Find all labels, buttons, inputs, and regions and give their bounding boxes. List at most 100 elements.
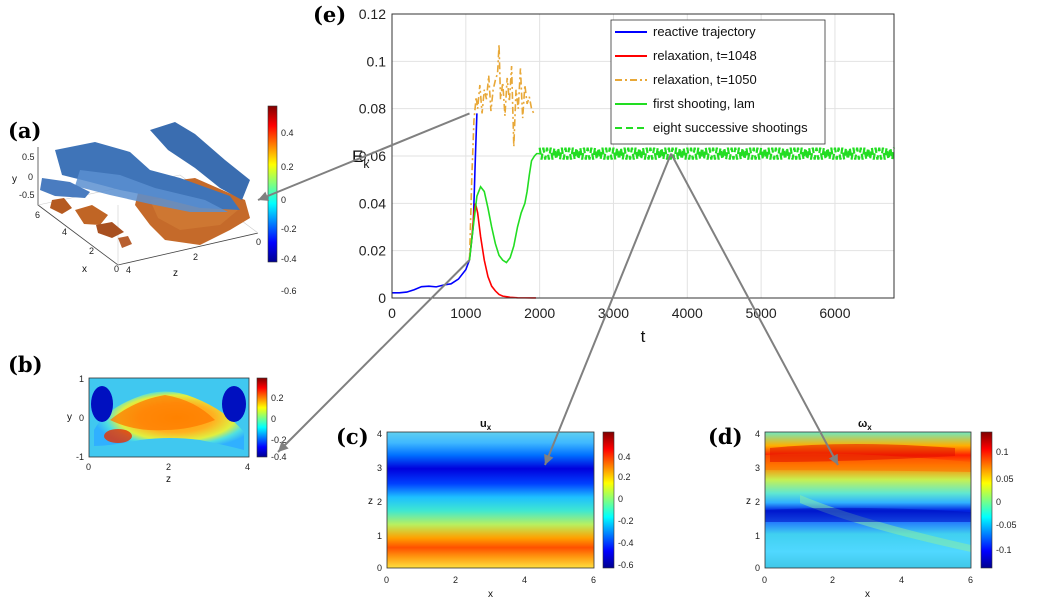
y-tick-label: 0.1 — [367, 53, 387, 69]
b-x-label: z — [166, 474, 171, 485]
c-x-tick: 4 — [522, 575, 527, 585]
high-velocity-streak — [55, 142, 240, 210]
y-tick-label: 0.12 — [359, 6, 386, 22]
low-velocity-streak — [50, 198, 72, 214]
x-tick-label: 3000 — [598, 305, 629, 321]
d-x-tick: 0 — [762, 575, 767, 585]
z-tick-2: 2 — [193, 252, 198, 262]
connector-arrowhead — [828, 453, 838, 465]
d-x-label: x — [865, 589, 870, 600]
cbar-a-tick: -0.6 — [281, 286, 297, 296]
y-tick-neg0.5: -0.5 — [19, 190, 35, 200]
x-tick-0: 0 — [114, 264, 119, 274]
c-y-tick: 2 — [377, 497, 382, 507]
series-line — [538, 147, 896, 160]
d-y-tick: 0 — [755, 563, 760, 573]
cross-section-plot: 1 0 -1 y 0 2 4 z 0.2 0 -0.2 -0.4 — [67, 374, 287, 485]
axes-frame — [391, 13, 895, 299]
d-y-tick: 1 — [755, 531, 760, 541]
y-tick-0.5: 0.5 — [22, 152, 35, 162]
b-x-tick: 0 — [86, 462, 91, 472]
cbar-c-tick: 0 — [618, 494, 623, 504]
z-tick-0: 0 — [256, 237, 261, 247]
x-tick-label: 6000 — [819, 305, 850, 321]
x-tick-4: 4 — [62, 227, 67, 237]
x-tick-2: 2 — [89, 246, 94, 256]
legend-entry: reactive trajectory — [653, 24, 756, 39]
b-y-tick: -1 — [76, 452, 84, 462]
c-y-tick: 1 — [377, 531, 382, 541]
b-x-tick: 4 — [245, 462, 250, 472]
b-y-tick: 0 — [79, 413, 84, 423]
connector-arrowhead — [278, 441, 289, 452]
cbar-b-tick: -0.4 — [271, 452, 287, 462]
connector-arrows — [257, 112, 839, 466]
c-x-label: x — [488, 589, 493, 600]
d-y-tick: 4 — [755, 429, 760, 439]
panel-label-a: (a) — [8, 118, 41, 143]
x-axis-label-3d: x — [82, 264, 87, 275]
legend-entry: first shooting, lam — [653, 96, 755, 111]
z-axis-label-3d: z — [173, 268, 178, 279]
ux-field — [387, 432, 594, 568]
cbar-a-tick: 0.2 — [281, 162, 294, 172]
cbar-b-tick: 0.2 — [271, 393, 284, 403]
panel-label-e: (e) — [313, 2, 346, 27]
ux-heatmap: ux 4 3 2 1 0 z 0 2 4 6 x 0.4 0.2 0 -0.2 … — [368, 418, 634, 600]
cbar-c-tick: 0.4 — [618, 452, 631, 462]
legend-entry: eight successive shootings — [653, 120, 808, 135]
cbar-c-tick: -0.2 — [618, 516, 634, 526]
legend-box — [610, 19, 826, 145]
b-x-tick: 2 — [166, 462, 171, 472]
c-x-tick: 6 — [591, 575, 596, 585]
d-x-tick: 6 — [968, 575, 973, 585]
y-tick-label: 0 — [378, 290, 386, 306]
x-tick-label: 1000 — [450, 305, 481, 321]
connector-line — [257, 112, 470, 201]
d-x-tick: 4 — [899, 575, 904, 585]
energy-chart: 0 1000 2000 3000 4000 5000 6000 0 0.02 0.04 0.06 0.… — [352, 6, 896, 346]
connector-line — [670, 153, 839, 466]
d-y-label: z — [746, 496, 751, 507]
panel-label-c: (c) — [336, 424, 369, 449]
cbar-a-tick: 0 — [281, 195, 286, 205]
y-tick-label: 0.04 — [359, 195, 386, 211]
y-tick-label: 0.08 — [359, 101, 386, 117]
cbar-a-tick: -0.4 — [281, 254, 297, 264]
panel-label-b: (b) — [8, 352, 43, 377]
cbar-d-tick: 0 — [996, 497, 1001, 507]
connector-line — [544, 153, 672, 466]
cbar-d-tick: -0.1 — [996, 545, 1012, 555]
connector-line — [277, 259, 471, 453]
cbar-d-tick: 0.1 — [996, 447, 1009, 457]
y-tick-0: 0 — [28, 172, 33, 182]
axis-frame-3d — [37, 147, 259, 266]
y-axis-label-sub: k — [363, 157, 370, 171]
cbar-c-tick: -0.4 — [618, 538, 634, 548]
cbar-d-tick: -0.05 — [996, 520, 1017, 530]
ux-title: ux — [480, 418, 492, 432]
cbar-b-tick: 0 — [271, 414, 276, 424]
series-line — [468, 44, 535, 261]
omega-x-heatmap: ωx 4 3 2 1 0 z 0 2 4 6 x 0.1 0.05 0 -0.0… — [746, 418, 1017, 600]
b-y-tick: 1 — [79, 374, 84, 384]
z-tick-4: 4 — [126, 265, 131, 275]
x-tick-6: 6 — [35, 210, 40, 220]
x-tick-label: 5000 — [746, 305, 777, 321]
y-axis-label-3d: y — [12, 174, 17, 185]
b-y-label: y — [67, 412, 72, 423]
panel-label-d: (d) — [708, 424, 743, 449]
d-y-tick: 2 — [755, 497, 760, 507]
cbar-c-tick: -0.6 — [618, 560, 634, 570]
cbar-c-tick: 0.2 — [618, 472, 631, 482]
y-tick-label: 0.02 — [359, 243, 386, 259]
x-tick-label: 4000 — [672, 305, 703, 321]
legend-entry: relaxation, t=1050 — [653, 72, 757, 87]
c-y-tick: 4 — [377, 429, 382, 439]
colorbar-c — [602, 431, 615, 569]
c-x-tick: 2 — [453, 575, 458, 585]
c-y-label: z — [368, 496, 373, 507]
d-y-tick: 3 — [755, 463, 760, 473]
cbar-b-tick: -0.2 — [271, 435, 287, 445]
